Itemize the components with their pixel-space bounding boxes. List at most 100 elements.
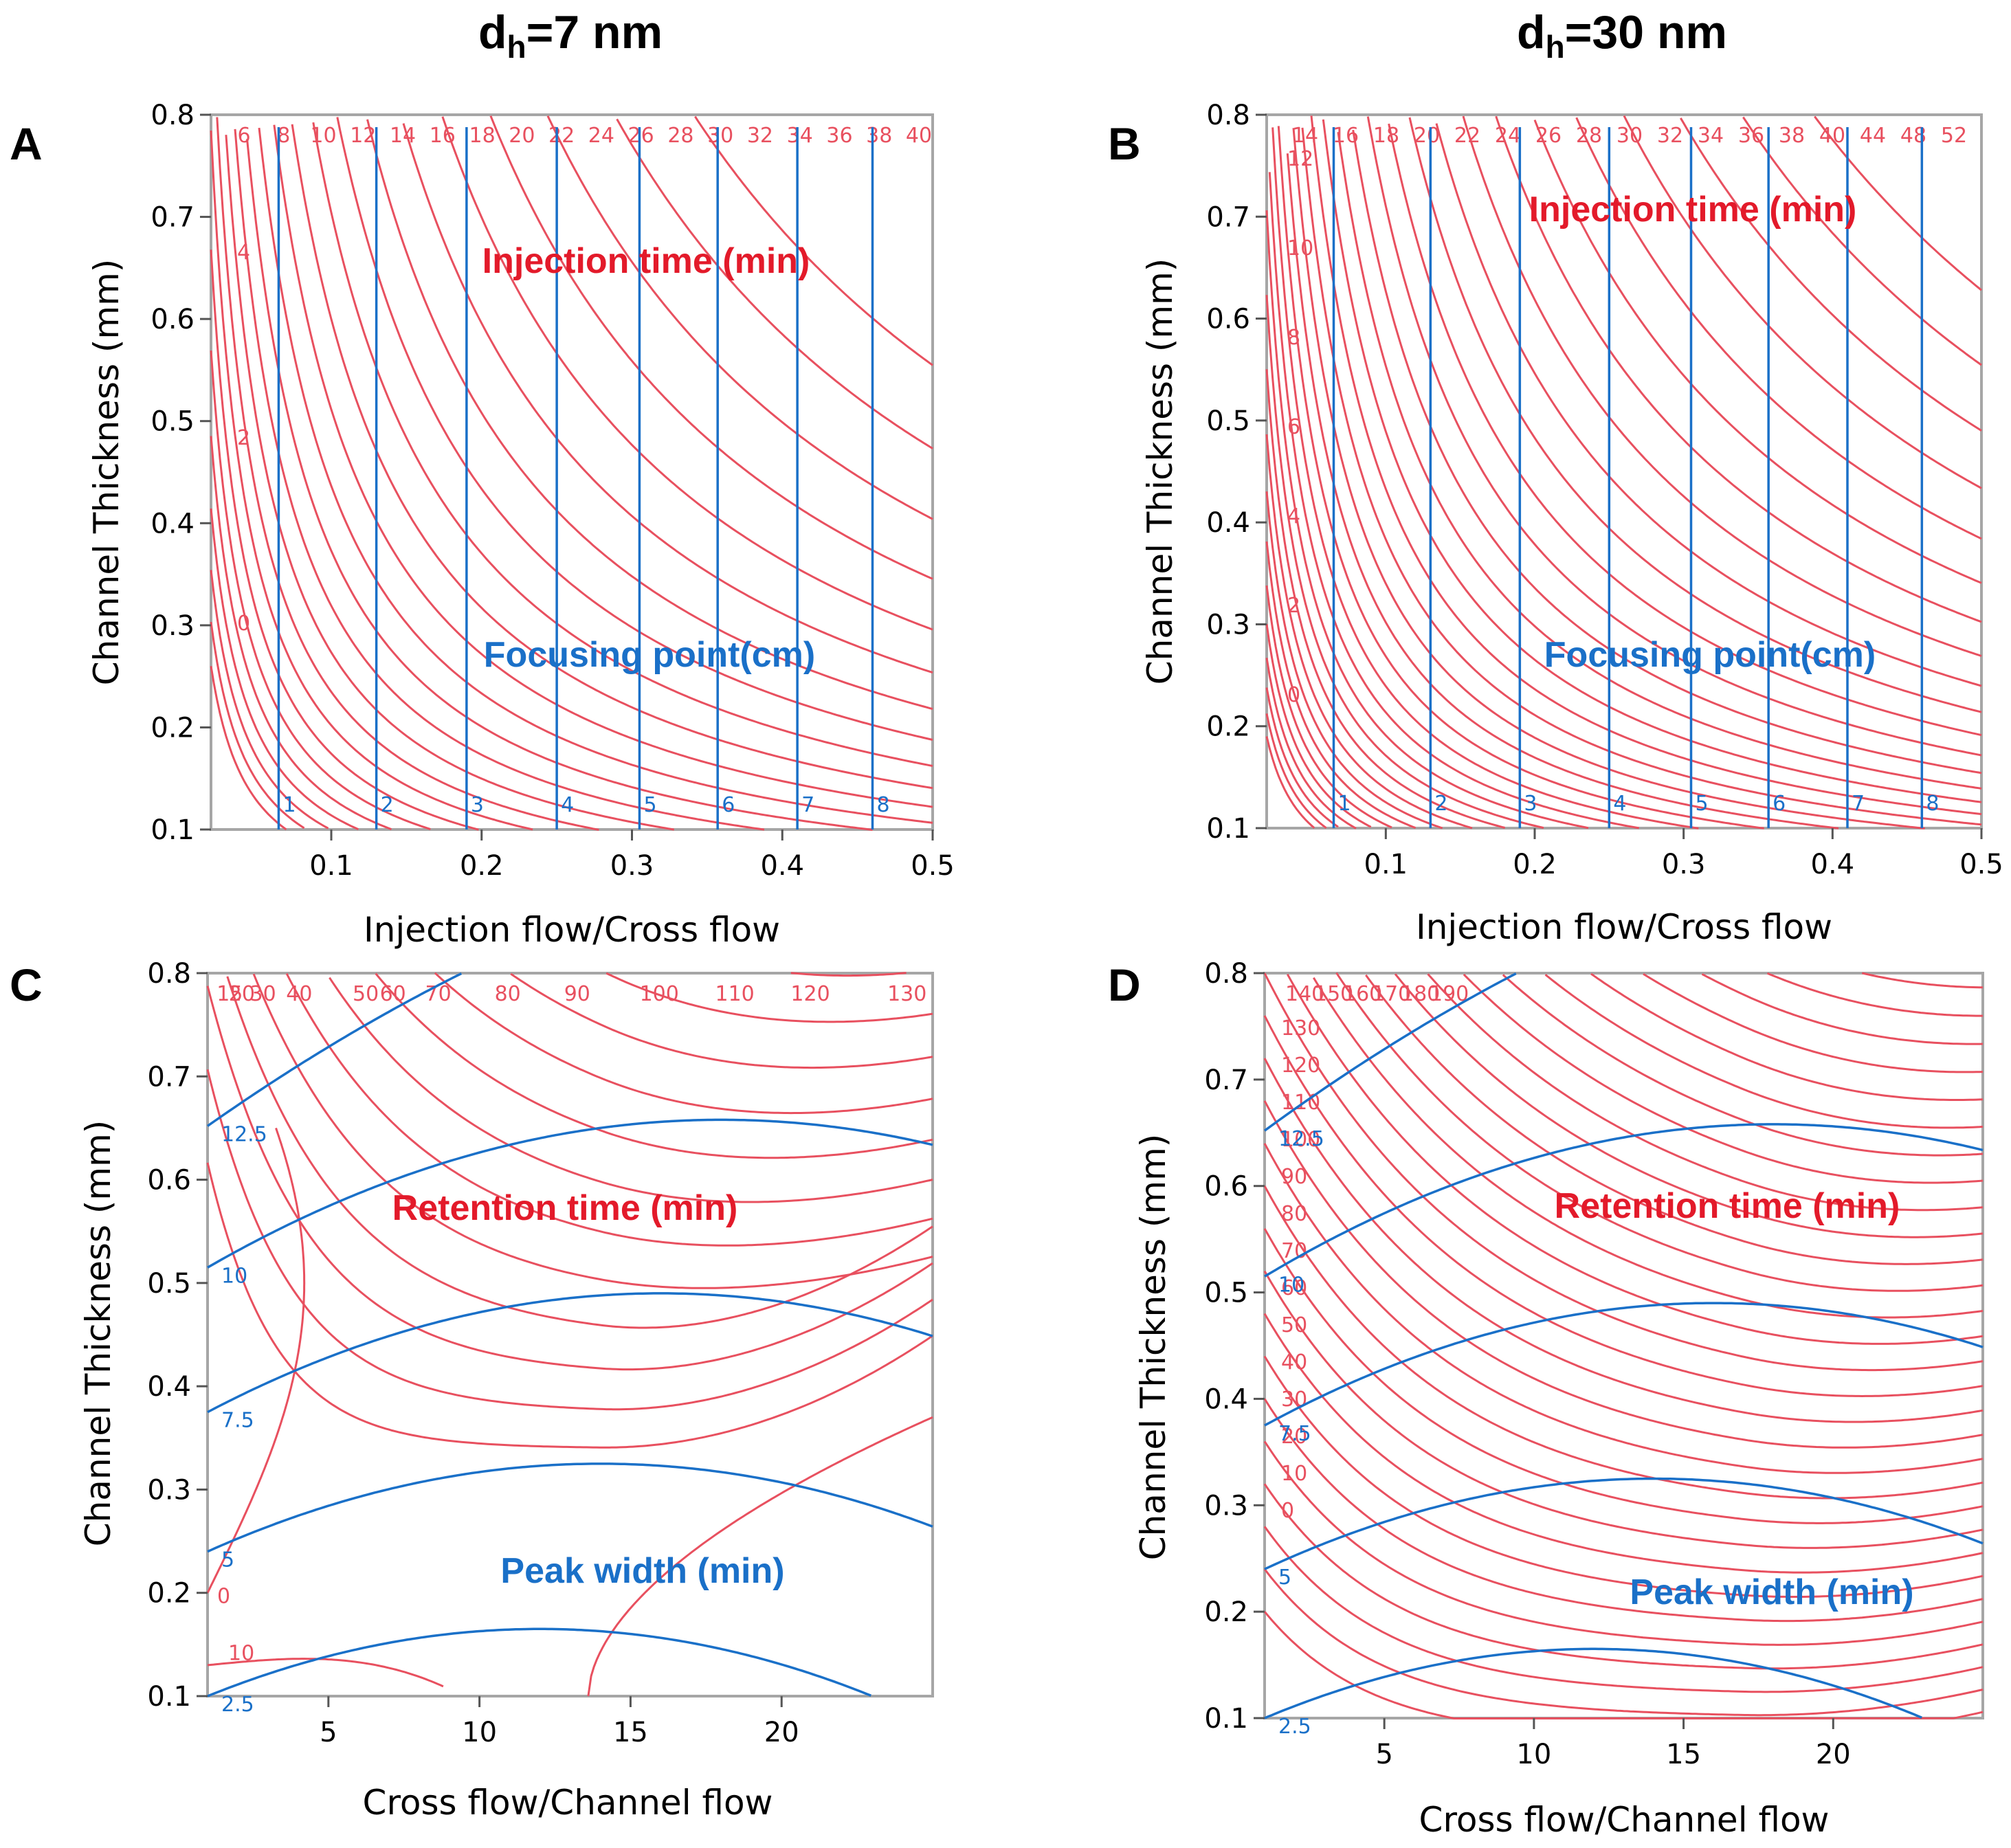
retention-time-label: 40 [1281, 1350, 1307, 1374]
retention-time-contour [1263, 1185, 1984, 1500]
injection-time-label: 30 [707, 124, 733, 148]
injection-time-label: 24 [1495, 124, 1521, 148]
injection-time-contour [1265, 541, 1416, 830]
injection-time-contour [210, 666, 287, 831]
injection-time-label: 14 [1292, 124, 1318, 148]
x-axis-c: 5 10 15 20 [320, 1696, 799, 1748]
x-axis-b: 0.1 0.2 0.3 0.4 0.5 [1364, 828, 2003, 880]
x-tick-label: 0.2 [460, 850, 504, 882]
peak-width-label: 12.5 [1278, 1127, 1324, 1151]
y-tick-label: 0.1 [1204, 1703, 1248, 1735]
y-tick-label: 0.8 [151, 100, 195, 131]
retention-time-label: 90 [1281, 1165, 1307, 1189]
y-axis-b: 0.1 0.2 0.3 0.4 0.5 0.6 0.7 0.8 [1206, 100, 1267, 845]
injection-time-contour [1680, 118, 1982, 432]
panel-letter-b: B [1108, 118, 1141, 169]
retention-time-label: 150 [1314, 982, 1353, 1006]
retention-time-contour [207, 1658, 444, 1688]
retention-time-label: 50 [1281, 1313, 1307, 1337]
injection-time-contour [246, 139, 873, 831]
focusing-point-label: 7 [801, 793, 814, 817]
injection-time-contour [1265, 369, 1506, 829]
retention-time-contour [1263, 1611, 1984, 1720]
injection-time-contour [1322, 119, 1982, 803]
retention-time-label: 160 [1343, 982, 1382, 1006]
retention-time-label: 80 [1281, 1202, 1307, 1226]
retention-time-contour [1427, 973, 1984, 1212]
y-tick-label: 0.6 [151, 304, 195, 335]
injection-time-contour [1265, 434, 1473, 830]
y-tick-label: 0.4 [1206, 507, 1250, 539]
retention-time-label: 130 [887, 982, 926, 1006]
injection-time-contour [1814, 115, 1982, 291]
retention-time-contour [285, 972, 933, 1247]
retention-time-label: 90 [564, 982, 590, 1006]
x-tick-label: 0.1 [309, 850, 353, 882]
retention-time-label: 100 [640, 982, 679, 1006]
y-tick-label: 0.5 [1206, 405, 1250, 437]
y-axis-title-c: Channel Thickness (mm) [78, 1120, 118, 1547]
x-tick-label: 5 [1375, 1739, 1392, 1770]
y-tick-label: 0.8 [1204, 958, 1248, 990]
retention-time-contour [1263, 1440, 1984, 1646]
retention-time-contour [1463, 973, 1984, 1184]
retention-time-contour [1263, 1398, 1984, 1623]
injection-time-label: 32 [1657, 124, 1683, 148]
panel-letter-c: C [10, 959, 43, 1010]
x-tick-label: 0.2 [1513, 849, 1557, 880]
injection-time-contour [1265, 623, 1372, 828]
retention-time-contour [1263, 972, 1984, 1372]
y-tick-label: 0.2 [147, 1578, 191, 1610]
focusing-point-label: 8 [877, 793, 890, 817]
retention-time-label: 60 [380, 982, 406, 1006]
retention-time-label: 40 [286, 982, 312, 1006]
retention-time-contour [790, 972, 907, 977]
injection-time-label: 6 [237, 124, 250, 148]
injection-time-label: 0 [1287, 683, 1300, 707]
retention-time-contour [1394, 973, 1984, 1238]
peak-width-label: 5 [221, 1548, 234, 1572]
x-tick-label: 20 [1816, 1739, 1851, 1770]
peak-width-contour [207, 1462, 933, 1553]
injection-time-contour [1462, 115, 1982, 657]
injection-time-label: 28 [667, 124, 693, 148]
y-tick-label: 0.3 [1204, 1490, 1248, 1522]
focusing-point-label: 4 [561, 793, 574, 817]
retention-time-contour [1263, 1143, 1984, 1474]
focusing-point-label: 1 [1338, 792, 1351, 816]
x-tick-label: 0.5 [911, 850, 955, 882]
panel-letter-d: D [1108, 959, 1141, 1010]
retention-time-label: 15 [216, 982, 243, 1006]
injection-time-contour [1435, 123, 1982, 687]
retention-time-contour [1590, 972, 1984, 1101]
x-tick-label: 0.5 [1959, 849, 2003, 880]
injection-time-contour [1265, 713, 1327, 829]
injection-time-contour [210, 508, 359, 831]
peak-width-contour [207, 1292, 933, 1414]
injection-time-label: 8 [277, 124, 290, 148]
injection-time-label: 0 [237, 612, 250, 636]
y-axis-d: 0.1 0.2 0.3 0.4 0.5 0.6 0.7 0.8 [1204, 958, 1265, 1735]
injection-time-contour [1265, 687, 1339, 828]
retention-time-contour [1365, 974, 1984, 1265]
x-tick-label: 15 [613, 1717, 648, 1748]
x-tick-label: 20 [764, 1717, 799, 1748]
retention-time-contour [510, 972, 933, 1069]
injection-time-contour [1271, 127, 1699, 830]
retention-time-contour [206, 1069, 933, 1411]
retention-time-label: 30 [1281, 1388, 1307, 1412]
peak-width-contour [207, 1118, 933, 1269]
peak-width-label: 10 [221, 1264, 247, 1288]
retention-time-contour [1263, 1355, 1984, 1598]
injection-time-contour [1408, 117, 1982, 713]
annotation-focusing-point-a: Focusing point(cm) [484, 635, 815, 675]
red-contours-b: 14 16 18 20 22 24 26 28 30 32 34 36 38 40 44 48 52121086… [1265, 115, 1982, 830]
injection-time-contour [312, 122, 933, 767]
focusing-point-label: 6 [722, 793, 735, 817]
y-tick-label: 0.3 [151, 610, 195, 642]
injection-time-label: 20 [1414, 124, 1440, 148]
injection-time-contour [1301, 127, 1982, 826]
peak-width-contour [206, 972, 463, 1127]
injection-time-label: 18 [1373, 124, 1399, 148]
annotation-focusing-point-b: Focusing point(cm) [1544, 635, 1876, 675]
